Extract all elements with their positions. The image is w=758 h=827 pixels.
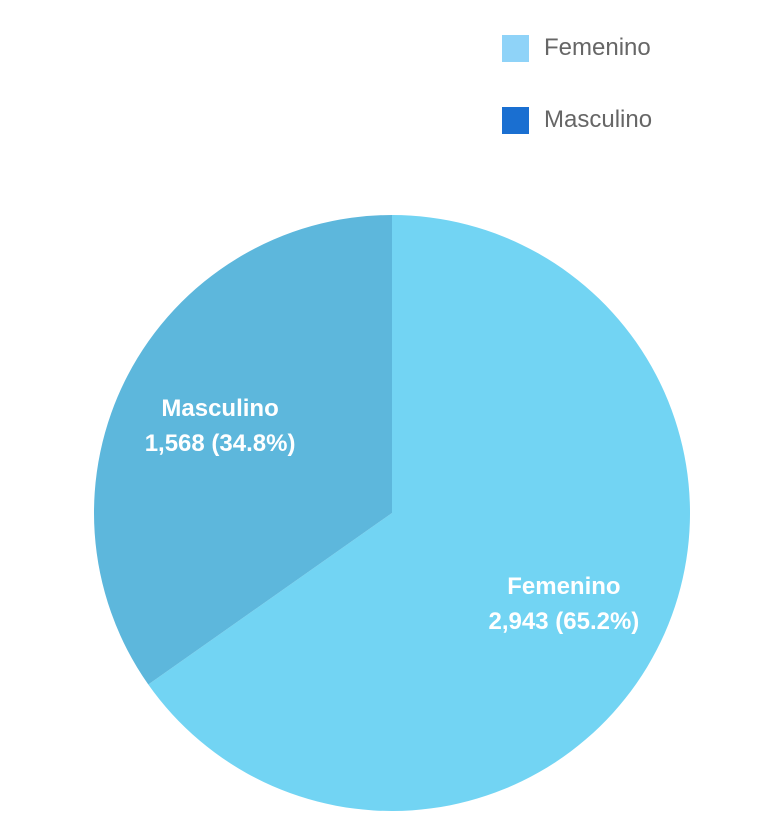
legend-label-femenino: Femenino (544, 34, 651, 61)
legend-swatch-masculino (502, 106, 529, 134)
slice-label-femenino: Femenino (507, 573, 620, 600)
legend-label-masculino: Masculino (544, 106, 653, 133)
legend-item-femenino[interactable]: Femenino (502, 34, 652, 62)
slice-label-masculino: Masculino (161, 395, 278, 422)
slice-value-femenino: 2,943 (65.2%) (489, 608, 640, 635)
pie-slice-femenino[interactable] (148, 215, 690, 811)
pie-slice-masculino[interactable] (94, 215, 393, 685)
chart-legend: Femenino Masculino (502, 34, 652, 178)
legend-swatch-femenino (502, 34, 529, 62)
slice-value-masculino: 1,568 (34.8%) (145, 430, 296, 457)
legend-item-masculino[interactable]: Masculino (502, 106, 652, 134)
